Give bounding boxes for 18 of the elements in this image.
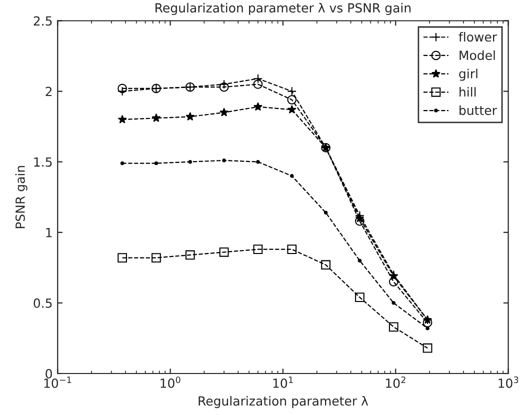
legend-label: butter [460,105,497,116]
x-tick-label: 10$^{1}$ [273,376,293,388]
x-tick-label: 10$^{0}$ [160,376,180,388]
legend-label: flower [458,32,498,42]
y-axis-title: PSNR gain [15,166,28,228]
y-tick-label: 0.5 [34,298,52,308]
chart-title: Regularization parameter λ vs PSNR gain [156,2,411,16]
y-tick-label: 1 [46,228,52,238]
legend-label: Model [460,50,495,60]
legend-label: girl [459,68,478,81]
y-tick-label: 1.5 [34,157,52,167]
y-tick-label: 2 [46,86,52,96]
x-axis-title: Regularization parameter λ [198,396,368,408]
x-tick-label: 10$^{2}$ [386,376,406,388]
y-tick-label: 2.5 [34,16,52,26]
x-tick-label: 10$^{3}$ [498,376,518,388]
y-tick-label: 0 [46,368,52,378]
legend-label: hill [460,87,476,97]
